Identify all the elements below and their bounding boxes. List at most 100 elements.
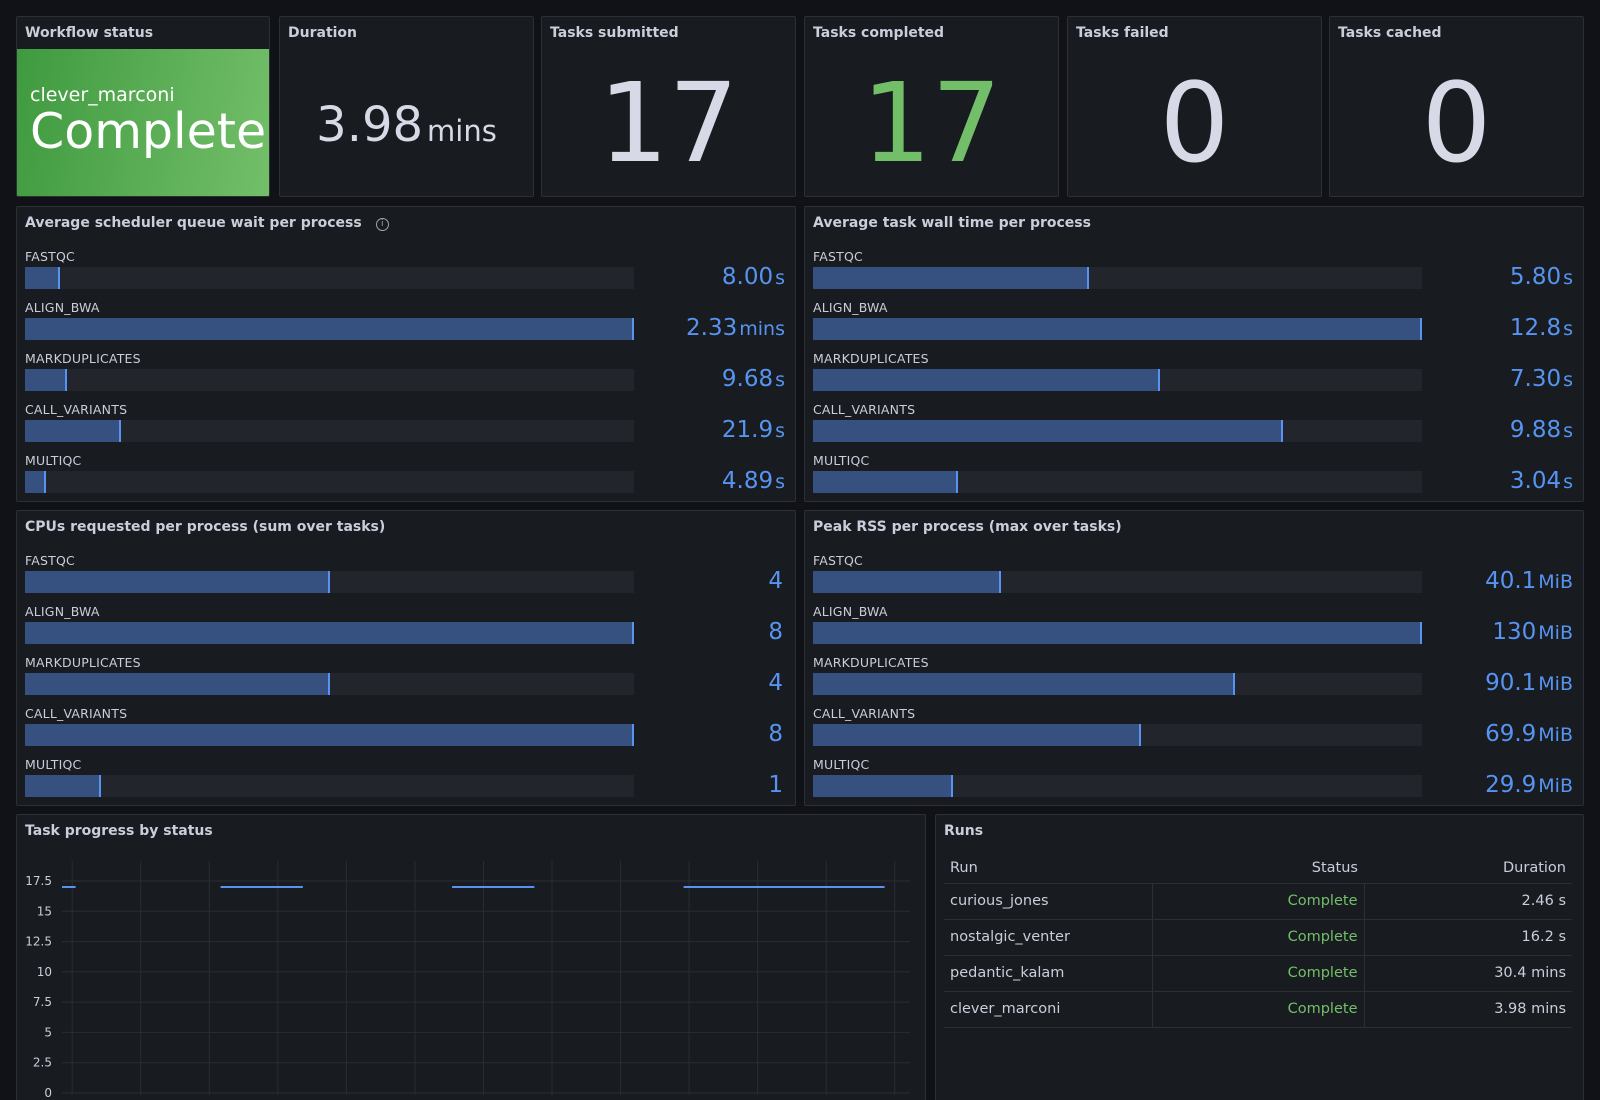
bar-value-number: 8.00 xyxy=(721,264,774,290)
bar-fill xyxy=(25,724,634,746)
duration-stat: 3.98 mins xyxy=(280,97,533,153)
tasks-cached-value: 0 xyxy=(1421,59,1492,187)
bar-track xyxy=(813,420,1422,442)
duration-unit: mins xyxy=(427,114,497,148)
bar-row[interactable]: ALIGN_BWA 12.8 s xyxy=(813,298,1575,349)
bar-value: 12.8 s xyxy=(1510,315,1573,341)
bar-row[interactable]: MULTIQC 29.9 MiB xyxy=(813,755,1575,805)
bar-label: MARKDUPLICATES xyxy=(25,655,141,670)
bar-value-unit: MiB xyxy=(1538,673,1573,695)
bar-label: ALIGN_BWA xyxy=(25,604,100,619)
column-header-run[interactable]: Run xyxy=(944,853,1152,884)
bar-row[interactable]: MULTIQC 1 xyxy=(25,755,787,805)
bar-value-number: 4 xyxy=(768,670,783,696)
tasks-cached-panel: Tasks cached 0 xyxy=(1329,16,1584,197)
bar-row[interactable]: FASTQC 4 xyxy=(25,551,787,602)
bar-fill xyxy=(25,420,121,442)
bar-row[interactable]: CALL_VARIANTS 21.9 s xyxy=(25,400,787,451)
bar-row[interactable]: FASTQC 40.1 MiB xyxy=(813,551,1575,602)
bar-track xyxy=(25,571,634,593)
bar-fill xyxy=(813,420,1284,442)
bar-value: 9.88 s xyxy=(1510,417,1573,443)
bar-fill xyxy=(813,724,1141,746)
bar-value: 7.30 s xyxy=(1510,366,1573,392)
wall-time-panel: Average task wall time per process FASTQ… xyxy=(804,206,1584,502)
run-status-cell: Complete xyxy=(1151,991,1364,1028)
bar-gauge: FASTQC 4 ALIGN_BWA 8 MARKDUPLICATES 4 CALL_VAR… xyxy=(25,551,787,805)
run-duration-cell: 2.46 s xyxy=(1363,883,1572,920)
bar-row[interactable]: FASTQC 5.80 s xyxy=(813,247,1575,298)
bar-row[interactable]: CALL_VARIANTS 9.88 s xyxy=(813,400,1575,451)
bar-value: 4.89 s xyxy=(722,468,785,494)
bar-value: 5.80 s xyxy=(1510,264,1573,290)
bar-value-number: 9.88 xyxy=(1509,417,1562,443)
bar-value-unit: s xyxy=(1563,267,1573,289)
table-row[interactable]: pedantic_kalam Complete 30.4 mins xyxy=(944,955,1572,992)
table-row[interactable]: nostalgic_venter Complete 16.2 s xyxy=(944,919,1572,956)
bar-value-number: 12.8 xyxy=(1509,315,1562,341)
column-header-duration[interactable]: Duration xyxy=(1364,853,1572,884)
bar-value-number: 130 xyxy=(1492,619,1537,645)
run-duration-cell: 16.2 s xyxy=(1363,919,1572,956)
panel-title: Duration xyxy=(288,25,358,41)
bar-row[interactable]: MARKDUPLICATES 9.68 s xyxy=(25,349,787,400)
bar-fill xyxy=(25,571,330,593)
bar-track xyxy=(813,673,1422,695)
run-name-cell: nostalgic_venter xyxy=(944,919,1152,956)
panel-title: Tasks cached xyxy=(1338,25,1442,41)
column-header-status[interactable]: Status xyxy=(1152,853,1364,884)
bar-fill xyxy=(25,622,634,644)
bar-track xyxy=(25,673,634,695)
bar-row[interactable]: MULTIQC 4.89 s xyxy=(25,451,787,501)
bar-value: 40.1 MiB xyxy=(1485,568,1573,594)
bar-row[interactable]: ALIGN_BWA 2.33 mins xyxy=(25,298,787,349)
bar-fill xyxy=(813,267,1089,289)
tasks-failed-panel: Tasks failed 0 xyxy=(1067,16,1322,197)
task-progress-chart[interactable]: 17.5 15 12.5 10 7.5 5 2.5 0 xyxy=(17,815,926,1100)
workflow-status-tile: clever_marconi Complete xyxy=(17,49,269,196)
bar-track xyxy=(813,369,1422,391)
queue-wait-title: Average scheduler queue wait per process xyxy=(25,215,362,231)
run-name: clever_marconi xyxy=(30,84,175,106)
bar-value-number: 90.1 xyxy=(1485,670,1537,696)
bar-fill xyxy=(25,471,47,493)
bar-label: CALL_VARIANTS xyxy=(25,402,128,417)
bar-value-number: 8 xyxy=(768,619,783,645)
bar-value: 3.04 s xyxy=(1510,468,1573,494)
bar-row[interactable]: CALL_VARIANTS 8 xyxy=(25,704,787,755)
bar-row[interactable]: FASTQC 8.00 s xyxy=(25,247,787,298)
bar-row[interactable]: MARKDUPLICATES 7.30 s xyxy=(813,349,1575,400)
bar-row[interactable]: CALL_VARIANTS 69.9 MiB xyxy=(813,704,1575,755)
bar-fill xyxy=(813,318,1422,340)
panel-title: Workflow status xyxy=(25,25,154,41)
bar-row[interactable]: MARKDUPLICATES 4 xyxy=(25,653,787,704)
bar-label: CALL_VARIANTS xyxy=(813,706,916,721)
bar-row[interactable]: ALIGN_BWA 130 MiB xyxy=(813,602,1575,653)
bar-fill xyxy=(25,673,330,695)
bar-value: 90.1 MiB xyxy=(1485,670,1573,696)
bar-label: FASTQC xyxy=(813,249,863,264)
cpus-panel: CPUs requested per process (sum over tas… xyxy=(16,510,796,806)
table-row[interactable]: clever_marconi Complete 3.98 mins xyxy=(944,991,1572,1028)
bar-fill xyxy=(813,369,1161,391)
table-row[interactable]: curious_jones Complete 2.46 s xyxy=(944,883,1572,920)
bar-row[interactable]: ALIGN_BWA 8 xyxy=(25,602,787,653)
bar-value-number: 69.9 xyxy=(1485,721,1537,747)
y-tick-label: 17.5 xyxy=(25,874,52,888)
bar-label: ALIGN_BWA xyxy=(25,300,100,315)
bar-track xyxy=(25,420,634,442)
bar-row[interactable]: MULTIQC 3.04 s xyxy=(813,451,1575,501)
run-name-cell: curious_jones xyxy=(944,883,1152,920)
run-status-cell: Complete xyxy=(1151,919,1364,956)
y-tick-label: 15 xyxy=(37,904,52,918)
panel-title: Tasks completed xyxy=(813,25,945,41)
bar-label: MARKDUPLICATES xyxy=(813,655,929,670)
duration-panel: Duration 3.98 mins xyxy=(279,16,534,197)
bar-row[interactable]: MARKDUPLICATES 90.1 MiB xyxy=(813,653,1575,704)
bar-value-number: 29.9 xyxy=(1485,772,1537,798)
y-tick-label: 12.5 xyxy=(25,935,52,949)
bar-track xyxy=(25,622,634,644)
bar-fill xyxy=(813,471,958,493)
info-icon[interactable]: i xyxy=(375,218,389,231)
panel-title: Runs xyxy=(944,823,984,839)
